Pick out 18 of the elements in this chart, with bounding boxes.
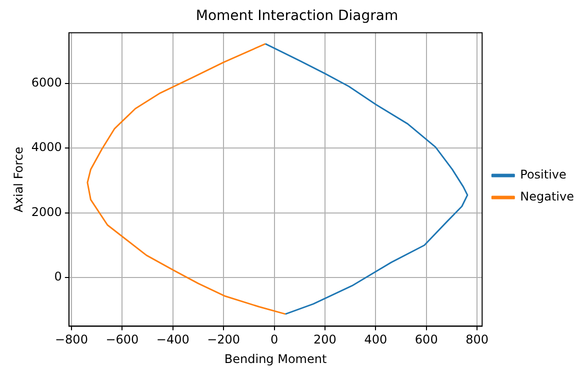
- y-tick-label: 0: [54, 270, 62, 284]
- y-tick-label: 4000: [31, 140, 62, 154]
- x-tick-label: 200: [314, 332, 336, 347]
- x-tick-label: 800: [466, 332, 489, 347]
- x-tick-label: −800: [54, 332, 88, 347]
- x-tick-label: −200: [207, 332, 240, 347]
- y-axis-title: Axial Force: [11, 146, 26, 212]
- y-tick-label: 2000: [31, 204, 62, 219]
- x-tick-label: 400: [364, 332, 388, 347]
- x-tick-label: −400: [156, 332, 190, 347]
- y-tick-label: 6000: [31, 75, 62, 90]
- x-tick-label: −600: [106, 332, 139, 347]
- legend-label: Negative: [520, 190, 574, 204]
- chart-title: Moment Interaction Diagram: [196, 8, 398, 24]
- x-tick-label: 600: [414, 332, 438, 347]
- legend-label: Positive: [520, 168, 566, 182]
- x-tick-label: 0: [270, 332, 278, 347]
- x-axis-title: Bending Moment: [224, 352, 327, 366]
